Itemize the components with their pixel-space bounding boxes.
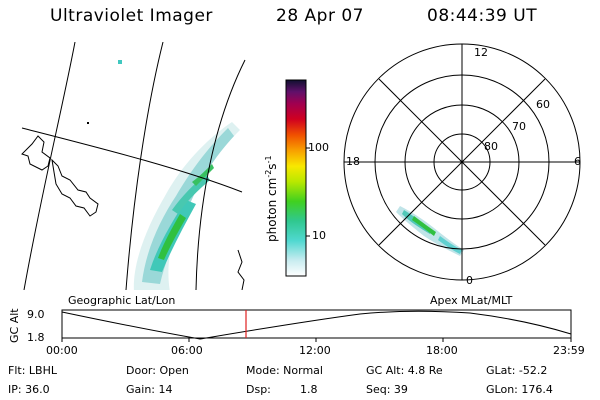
colorbar: [285, 79, 307, 277]
mlt-label-0: 0: [466, 274, 473, 287]
date-label: 28 Apr 07: [276, 6, 364, 26]
altitude-xtick-1800: 18:00: [426, 344, 458, 357]
altitude-ytick-top: 9.0: [27, 308, 45, 321]
altitude-xtick-1200: 12:00: [299, 344, 331, 357]
lat-label-80: 80: [484, 140, 498, 153]
seq-info: Seq: 39: [366, 383, 408, 396]
altitude-plot: [61, 309, 572, 342]
gc-alt-info: GC Alt: 4.8 Re: [366, 364, 443, 377]
dsp-label: Dsp:: [246, 383, 271, 396]
glat-info: GLat: -52.2: [486, 364, 548, 377]
altitude-xtick-0000: 00:00: [46, 344, 78, 357]
aurora-geo-oval: [118, 60, 240, 290]
mlt-label-6: 6: [574, 155, 581, 168]
glon-info: GLon: 176.4: [486, 383, 553, 396]
polar-plot: [343, 43, 581, 281]
altitude-ytick-bottom: 1.8: [27, 331, 45, 344]
door-info: Door: Open: [126, 364, 189, 377]
gain-info: Gain: 14: [126, 383, 173, 396]
geo-map: [21, 42, 246, 290]
altitude-xtick-0600: 06:00: [171, 344, 203, 357]
mode-info: Mode: Normal: [246, 364, 323, 377]
apex-panel-label: Apex MLat/MLT: [430, 294, 513, 307]
filter-info: Flt: LBHL: [8, 364, 57, 377]
dsp-value: 1.8: [300, 383, 318, 396]
colorbar-unit: photon cm-2s-1: [264, 155, 279, 242]
lat-label-70: 70: [512, 120, 526, 133]
colorbar-tick-10: 10: [312, 229, 326, 242]
time-label: 08:44:39 UT: [427, 6, 538, 26]
mlt-label-12: 12: [474, 46, 488, 59]
ip-info: IP: 36.0: [8, 383, 50, 396]
altitude-ylabel: GC Alt: [8, 308, 21, 343]
geo-panel-label: Geographic Lat/Lon: [68, 294, 176, 307]
altitude-xtick-2359: 23:59: [553, 344, 585, 357]
mlt-label-18: 18: [346, 155, 360, 168]
app-title: Ultraviolet Imager: [50, 6, 213, 26]
lat-label-60: 60: [536, 98, 550, 111]
colorbar-tick-100: 100: [308, 141, 329, 154]
